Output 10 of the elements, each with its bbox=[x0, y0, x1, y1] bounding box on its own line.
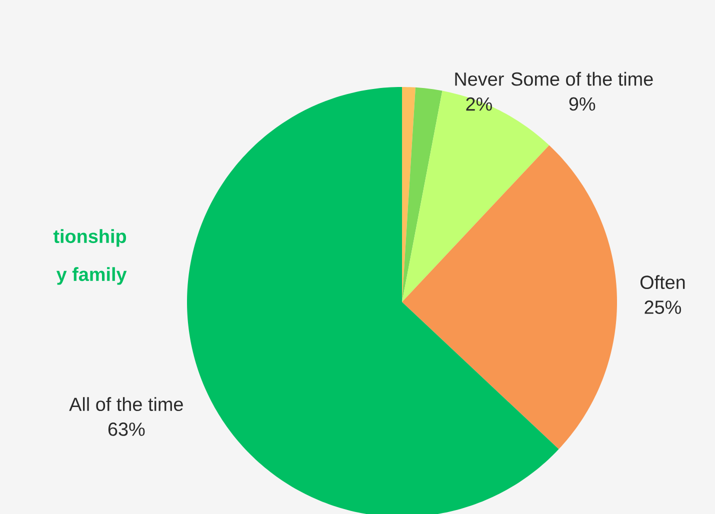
slice-label: Often bbox=[640, 275, 685, 290]
slice-label: All of the time bbox=[69, 397, 183, 412]
data-label: 25% bbox=[644, 300, 681, 314]
data-label: 9% bbox=[569, 97, 596, 111]
data-label: 2% bbox=[466, 97, 492, 111]
slice-label: Never bbox=[455, 72, 504, 86]
slice-label: Some of the time bbox=[511, 72, 653, 86]
text: y family bbox=[56, 267, 127, 285]
text: tionship bbox=[53, 229, 126, 247]
data-label: 63% bbox=[108, 422, 145, 436]
